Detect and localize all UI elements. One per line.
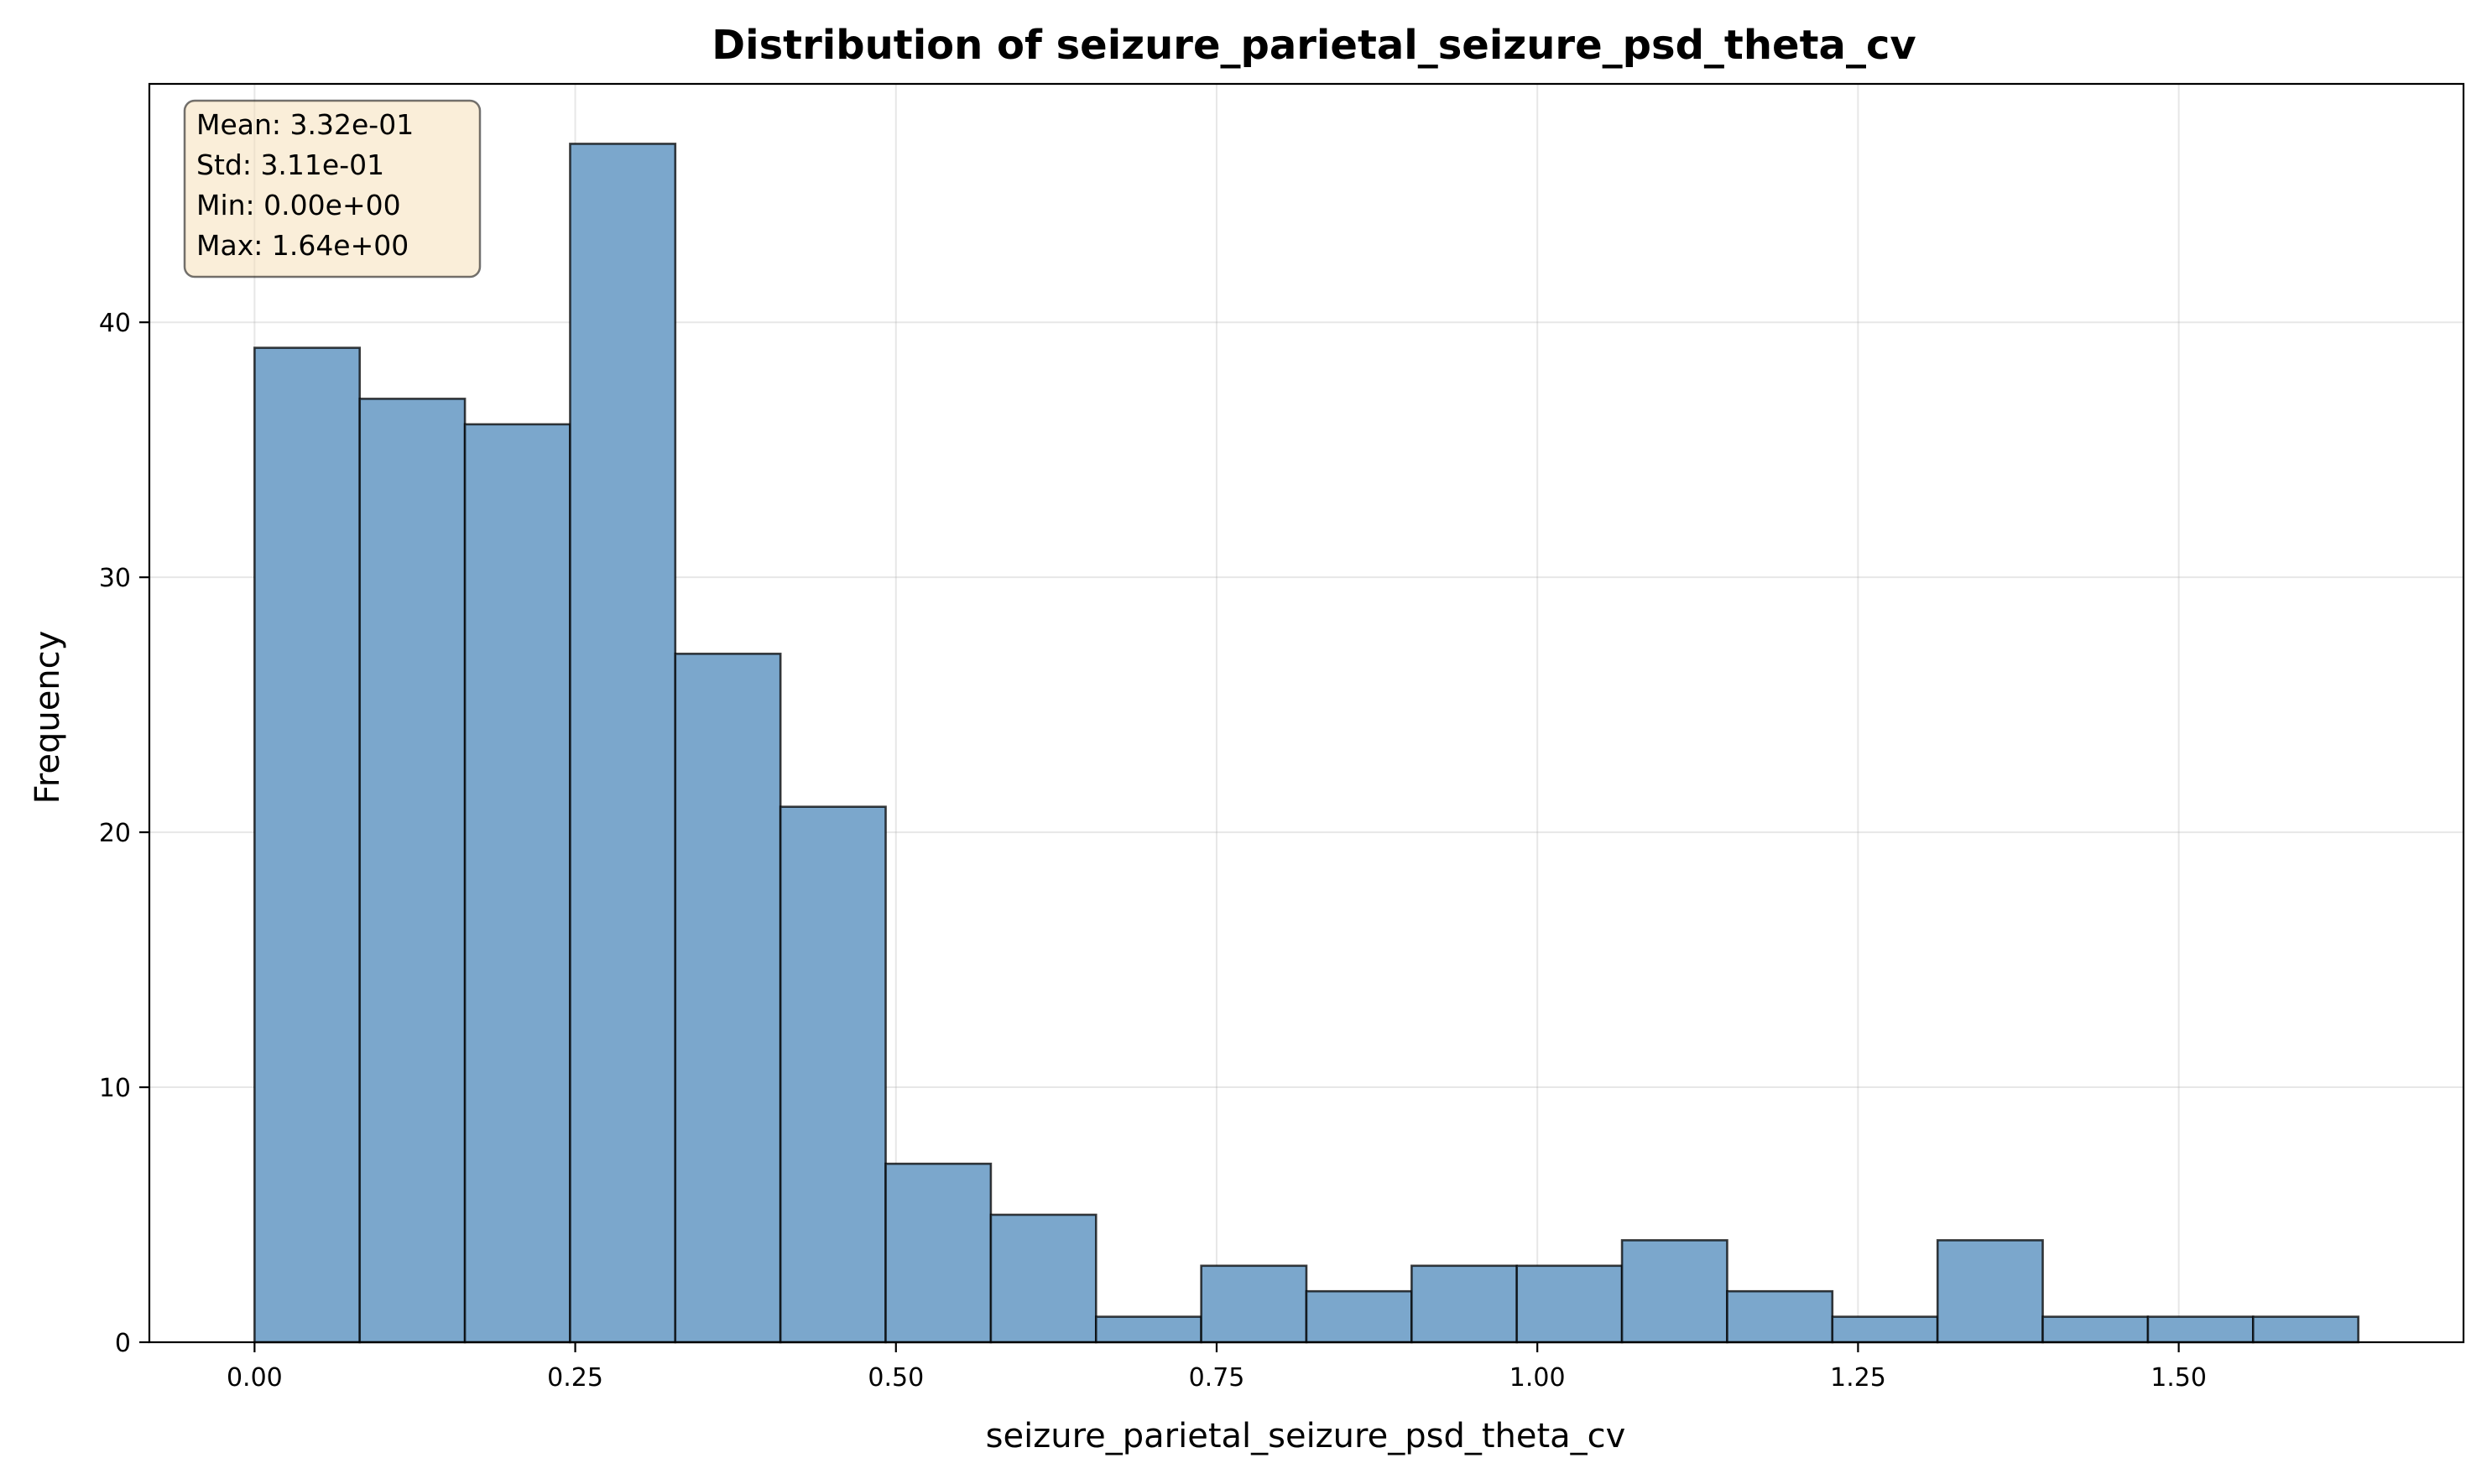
stats-max: Max: 1.64e+00 — [196, 229, 409, 262]
x-tick-label: 0.25 — [547, 1363, 603, 1393]
histogram-bar — [1831, 1315, 1939, 1344]
x-tick-label: 1.00 — [1509, 1363, 1566, 1393]
histogram-bar — [1200, 1264, 1308, 1344]
y-tick-label: 20 — [99, 819, 131, 848]
stats-min: Min: 0.00e+00 — [196, 189, 401, 221]
histogram-bar — [1410, 1264, 1519, 1344]
histogram-bar — [1936, 1239, 2044, 1344]
histogram-bar — [2251, 1315, 2359, 1344]
histogram-bar — [1620, 1239, 1728, 1344]
histogram-bar — [1094, 1315, 1202, 1344]
histogram-bar — [569, 143, 677, 1344]
stats-box-background — [183, 99, 482, 279]
histogram-bar — [253, 346, 362, 1344]
y-tick-label: 30 — [99, 564, 131, 593]
plot-frame — [148, 82, 2465, 1344]
y-tick-label: 40 — [99, 309, 131, 338]
histogram-bar — [358, 398, 467, 1344]
y-tick-label: 10 — [99, 1074, 131, 1103]
chart-title: Distribution of seizure_parietal_seizure… — [712, 22, 1916, 69]
histogram-bar — [674, 653, 782, 1344]
histogram-bar — [779, 805, 887, 1344]
histogram-bar — [1515, 1264, 1624, 1344]
x-tick-label: 0.50 — [868, 1363, 924, 1393]
x-tick-label: 1.50 — [2151, 1363, 2207, 1393]
histogram-bar — [1305, 1289, 1413, 1344]
x-axis-label: seizure_parietal_seizure_psd_theta_cv — [986, 1417, 1626, 1455]
histogram-bar — [2146, 1315, 2255, 1344]
x-tick-label: 0.75 — [1189, 1363, 1245, 1393]
histogram-bar — [2041, 1315, 2150, 1344]
stats-box: Mean: 3.32e-01 Std: 3.11e-01 Min: 0.00e+… — [183, 99, 482, 279]
histogram-bar — [1726, 1289, 1834, 1344]
histogram-bar — [463, 423, 571, 1344]
histogram-bar — [989, 1213, 1098, 1344]
stats-std: Std: 3.11e-01 — [196, 148, 384, 181]
axes — [139, 82, 2465, 1352]
stats-mean: Mean: 3.32e-01 — [196, 108, 414, 141]
histogram-bar — [884, 1162, 993, 1344]
x-tick-label: 1.25 — [1830, 1363, 1886, 1393]
y-axis-label: Frequency — [29, 631, 67, 804]
histogram-bars — [253, 143, 2359, 1344]
y-tick-label: 0 — [115, 1329, 131, 1358]
tick-labels: 0.00 0.25 0.50 0.75 1.00 1.25 1.50 0 10 20 30 40 — [99, 309, 2207, 1393]
x-tick-label: 0.00 — [227, 1363, 283, 1393]
